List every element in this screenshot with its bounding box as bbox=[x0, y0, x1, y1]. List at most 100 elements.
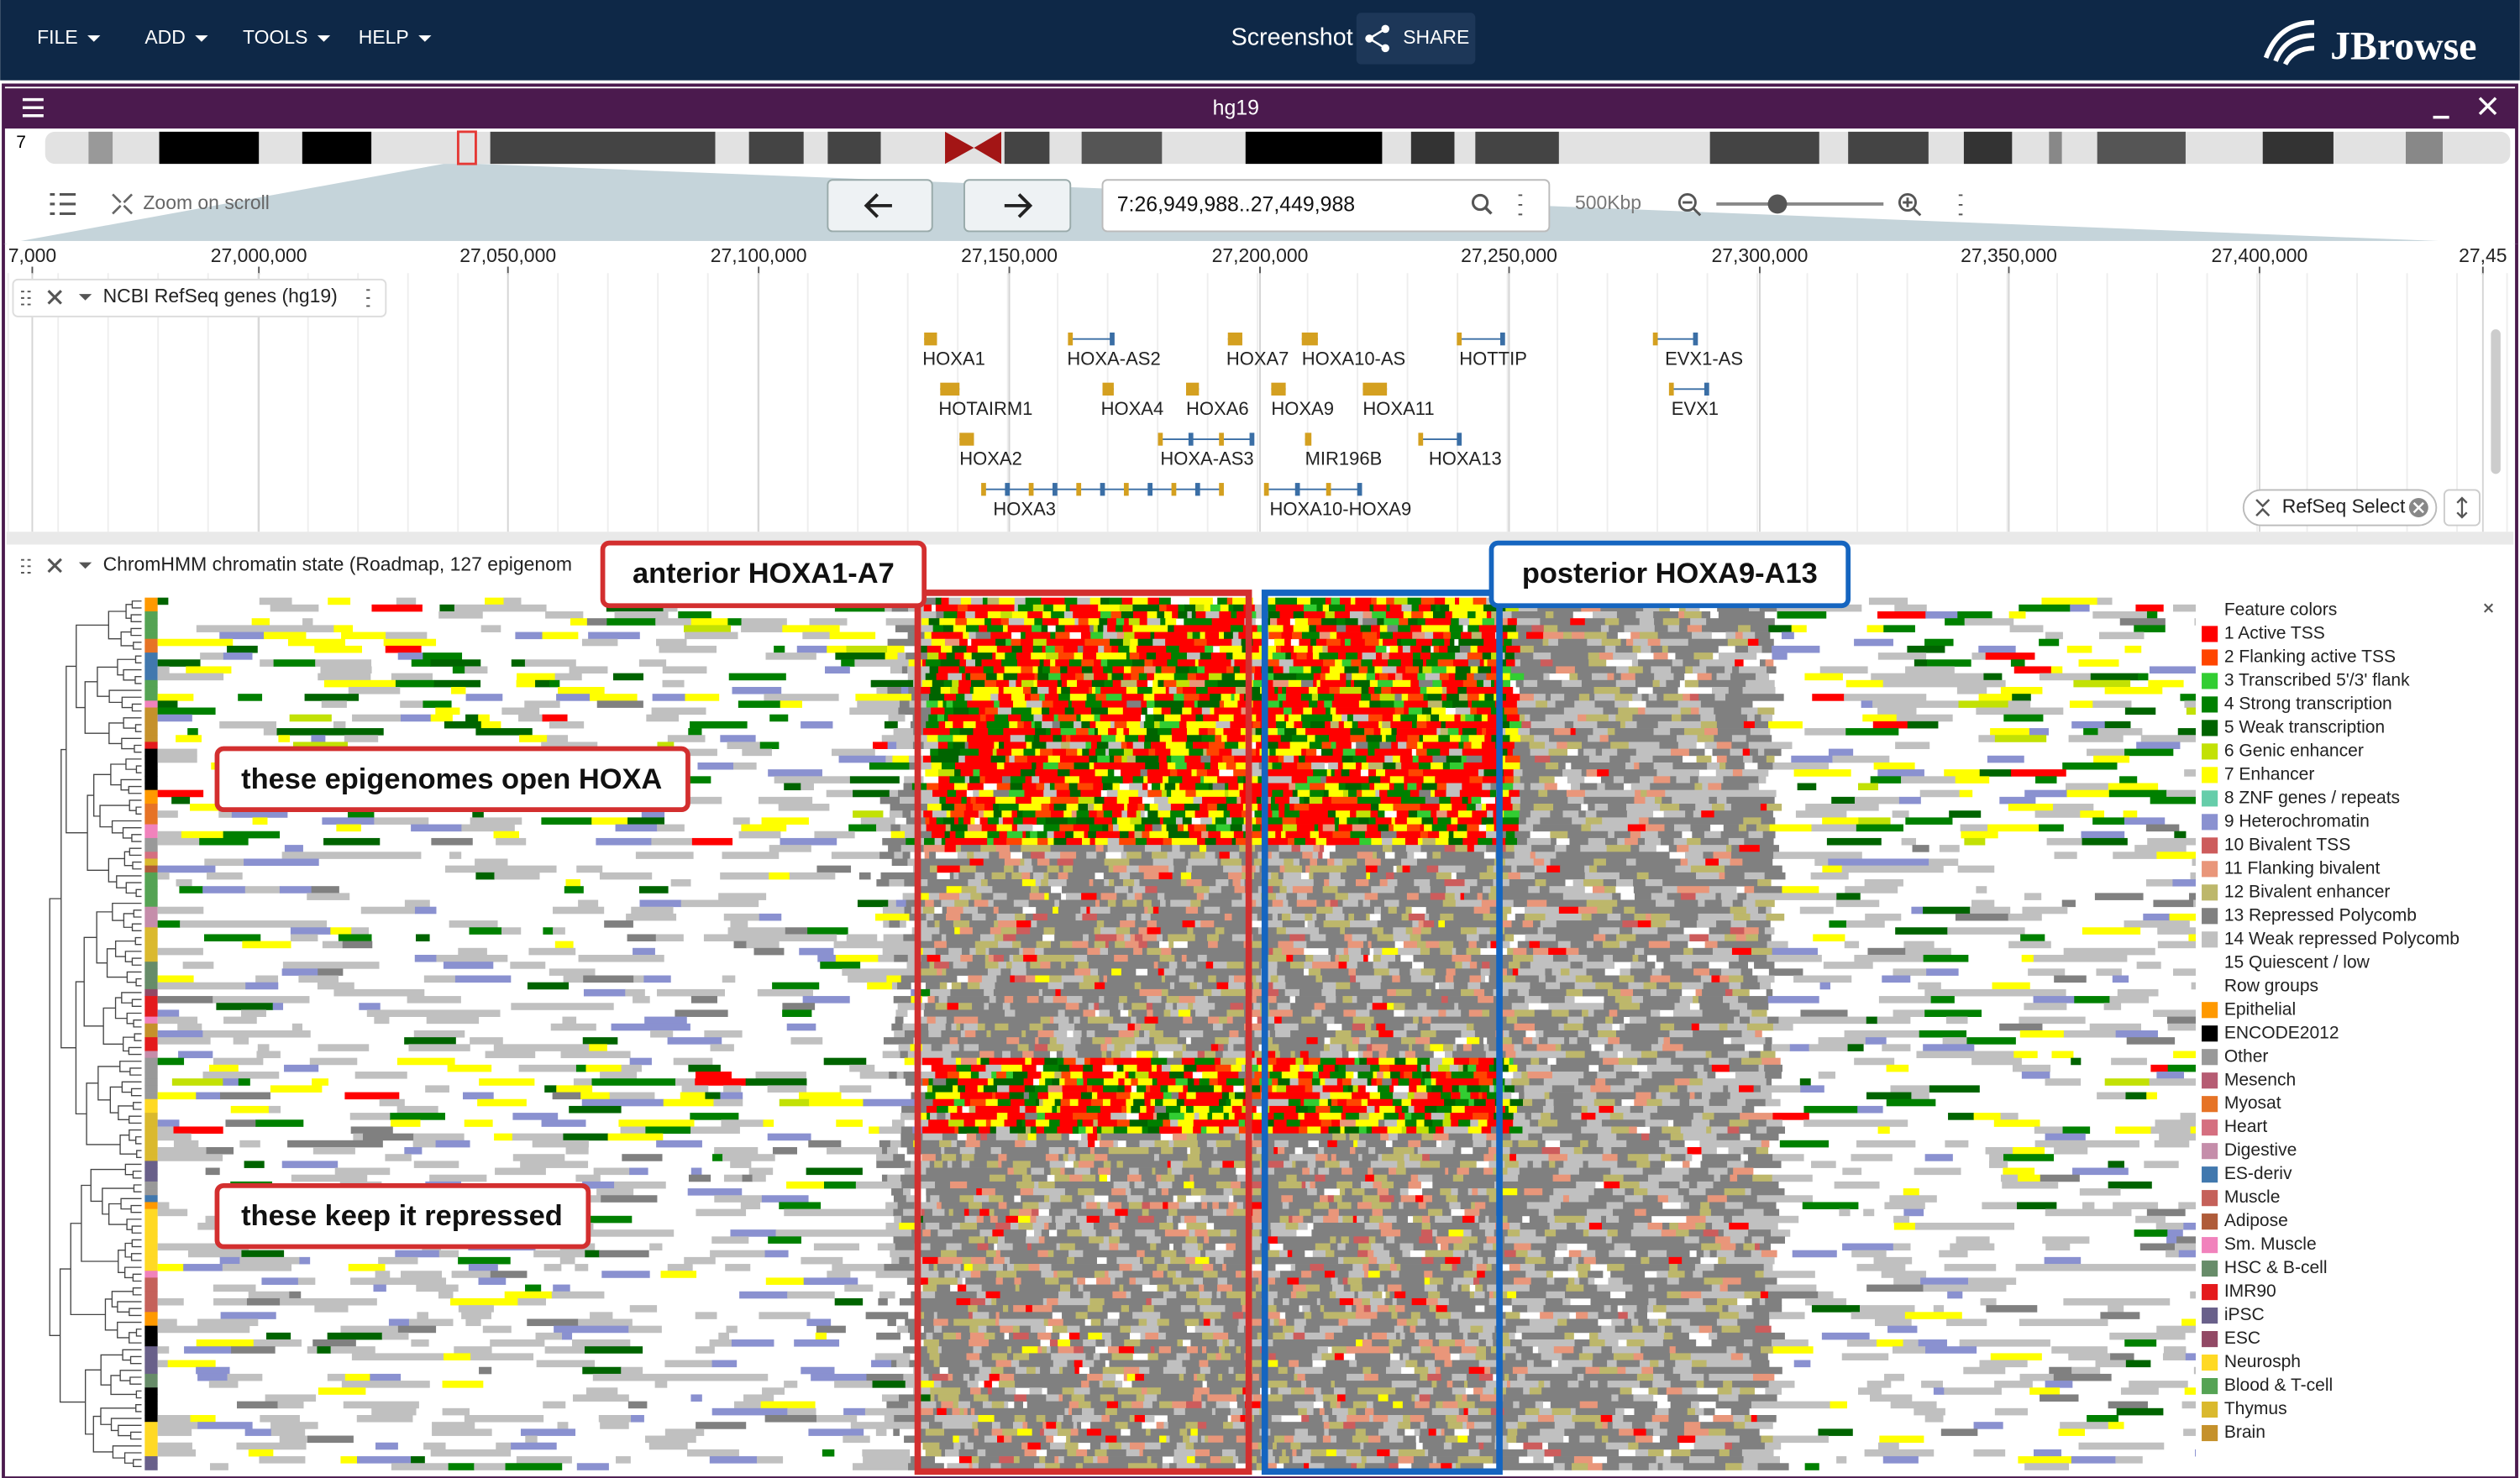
menu-item[interactable]: ADD bbox=[144, 26, 208, 48]
state-cell bbox=[1238, 783, 1244, 791]
genes: HOXA1 HOXA-AS2 HOXA7 HOXA10-AS HOTTIP EVX1-AS… bbox=[922, 333, 1743, 519]
menu-item[interactable]: FILE bbox=[37, 26, 101, 48]
gene[interactable]: HOXA3 bbox=[981, 483, 1224, 519]
zoom-out-button[interactable] bbox=[1677, 193, 1702, 217]
gene[interactable]: HOTTIP bbox=[1457, 333, 1527, 369]
state-cell bbox=[1612, 906, 1625, 915]
state-cell bbox=[1810, 872, 1849, 880]
location-box[interactable]: 7:26,949,988..27,449,988 bbox=[1101, 179, 1551, 233]
state-cell bbox=[227, 645, 258, 653]
state-cell bbox=[1377, 618, 1385, 626]
group-cell bbox=[144, 1009, 158, 1017]
gene[interactable]: HOXA-AS2 bbox=[1067, 333, 1161, 369]
refseq-select-chip[interactable]: RefSeq Select bbox=[2242, 489, 2438, 527]
state-cell bbox=[900, 975, 958, 983]
gene[interactable]: MIR196B bbox=[1305, 432, 1383, 469]
state-cell bbox=[321, 700, 347, 708]
gene[interactable]: HOXA10-AS bbox=[1302, 333, 1406, 369]
state-cell bbox=[1494, 700, 1518, 708]
gene[interactable]: HOXA1 bbox=[922, 333, 985, 369]
state-cell bbox=[929, 865, 938, 873]
state-cell bbox=[1275, 831, 1282, 839]
gene[interactable]: HOXA6 bbox=[1186, 382, 1249, 419]
state-cell bbox=[1380, 954, 1396, 962]
back-button[interactable] bbox=[827, 179, 933, 233]
menu-item[interactable]: TOOLS bbox=[243, 26, 331, 48]
state-cell bbox=[886, 975, 902, 983]
gene[interactable]: HOXA-AS3 bbox=[1158, 432, 1255, 469]
gene[interactable]: HOTAIRM1 bbox=[938, 382, 1032, 419]
group-cell bbox=[144, 1284, 158, 1292]
zoom-slider-thumb[interactable] bbox=[1767, 194, 1788, 214]
state-cell bbox=[1159, 954, 1175, 962]
drag-handle[interactable] bbox=[21, 291, 31, 306]
state-cell bbox=[1491, 611, 1499, 619]
zoom-hint[interactable]: Zoom on scroll bbox=[143, 191, 269, 213]
state-cell bbox=[1523, 679, 1538, 688]
state-cell bbox=[1582, 1009, 1589, 1017]
gene[interactable]: EVX1-AS bbox=[1652, 333, 1743, 369]
state-cell bbox=[1168, 865, 1175, 873]
zoom-in-button[interactable] bbox=[1898, 193, 1922, 217]
state-cell bbox=[953, 742, 966, 749]
close-track-button[interactable] bbox=[47, 290, 62, 305]
close-view-button[interactable] bbox=[2478, 97, 2497, 116]
state-cell bbox=[1010, 783, 1023, 791]
gene[interactable]: HOXA4 bbox=[1101, 382, 1164, 419]
state-cell bbox=[1508, 988, 1519, 997]
close-track-button[interactable] bbox=[47, 558, 62, 574]
state-cell bbox=[1449, 638, 1455, 647]
state-cell bbox=[1226, 762, 1236, 770]
state-cell bbox=[1394, 852, 1408, 859]
state-cell bbox=[1772, 947, 1818, 956]
gene[interactable]: HOXA13 bbox=[1418, 432, 1502, 469]
state-cell bbox=[1530, 748, 1550, 757]
state-cell bbox=[1321, 975, 1351, 983]
state-cell bbox=[1073, 824, 1090, 832]
state-cell bbox=[1147, 789, 1163, 798]
state-cell bbox=[1526, 837, 1551, 846]
state-cell bbox=[1017, 604, 1034, 612]
state-cell bbox=[1749, 748, 1759, 757]
state-cell bbox=[1805, 804, 1879, 811]
state-cell bbox=[1901, 776, 1956, 784]
state-cell bbox=[1226, 597, 1233, 605]
track-selector-button[interactable] bbox=[50, 192, 76, 215]
gene[interactable]: HOXA2 bbox=[959, 432, 1022, 469]
gene-label: HOTAIRM1 bbox=[938, 398, 1032, 419]
state-cell bbox=[1336, 988, 1388, 997]
gene[interactable]: HOXA7 bbox=[1226, 333, 1289, 369]
group-cell bbox=[144, 604, 158, 612]
view-menu-button[interactable] bbox=[22, 97, 44, 118]
state-cell bbox=[1751, 947, 1773, 956]
gene[interactable]: HOXA9 bbox=[1271, 382, 1334, 419]
state-cell bbox=[1229, 810, 1242, 818]
state-cell bbox=[1065, 1003, 1079, 1010]
collapse-track-button[interactable] bbox=[78, 294, 92, 301]
scrollbar[interactable] bbox=[2491, 329, 2501, 474]
state-cell bbox=[1690, 865, 1725, 873]
state-cell bbox=[1627, 824, 1646, 832]
menu-item[interactable]: HELP bbox=[359, 26, 432, 48]
state-cell bbox=[1419, 762, 1431, 770]
gene[interactable]: EVX1 bbox=[1668, 382, 1719, 419]
state-cell bbox=[958, 686, 971, 694]
state-cell bbox=[1281, 947, 1305, 956]
state-cell bbox=[1048, 673, 1062, 681]
forward-button[interactable] bbox=[963, 179, 1072, 233]
gene[interactable]: HOXA11 bbox=[1362, 382, 1435, 419]
state-cell bbox=[1141, 982, 1171, 990]
state-cell bbox=[1905, 666, 1955, 674]
state-cell bbox=[1161, 707, 1172, 715]
state-cell bbox=[2061, 899, 2076, 908]
state-cell bbox=[1119, 604, 1134, 612]
collapse-track-button[interactable] bbox=[78, 562, 92, 569]
state-cell bbox=[1608, 831, 1615, 839]
drag-handle[interactable] bbox=[21, 558, 31, 574]
state-cell bbox=[943, 714, 949, 722]
state-cell bbox=[891, 1023, 904, 1031]
track-height-button[interactable] bbox=[2443, 489, 2481, 527]
share-button[interactable]: SHARE bbox=[1356, 13, 1476, 65]
gene[interactable]: HOXA10-HOXA9 bbox=[1263, 483, 1411, 519]
state-cell bbox=[1729, 962, 1749, 969]
